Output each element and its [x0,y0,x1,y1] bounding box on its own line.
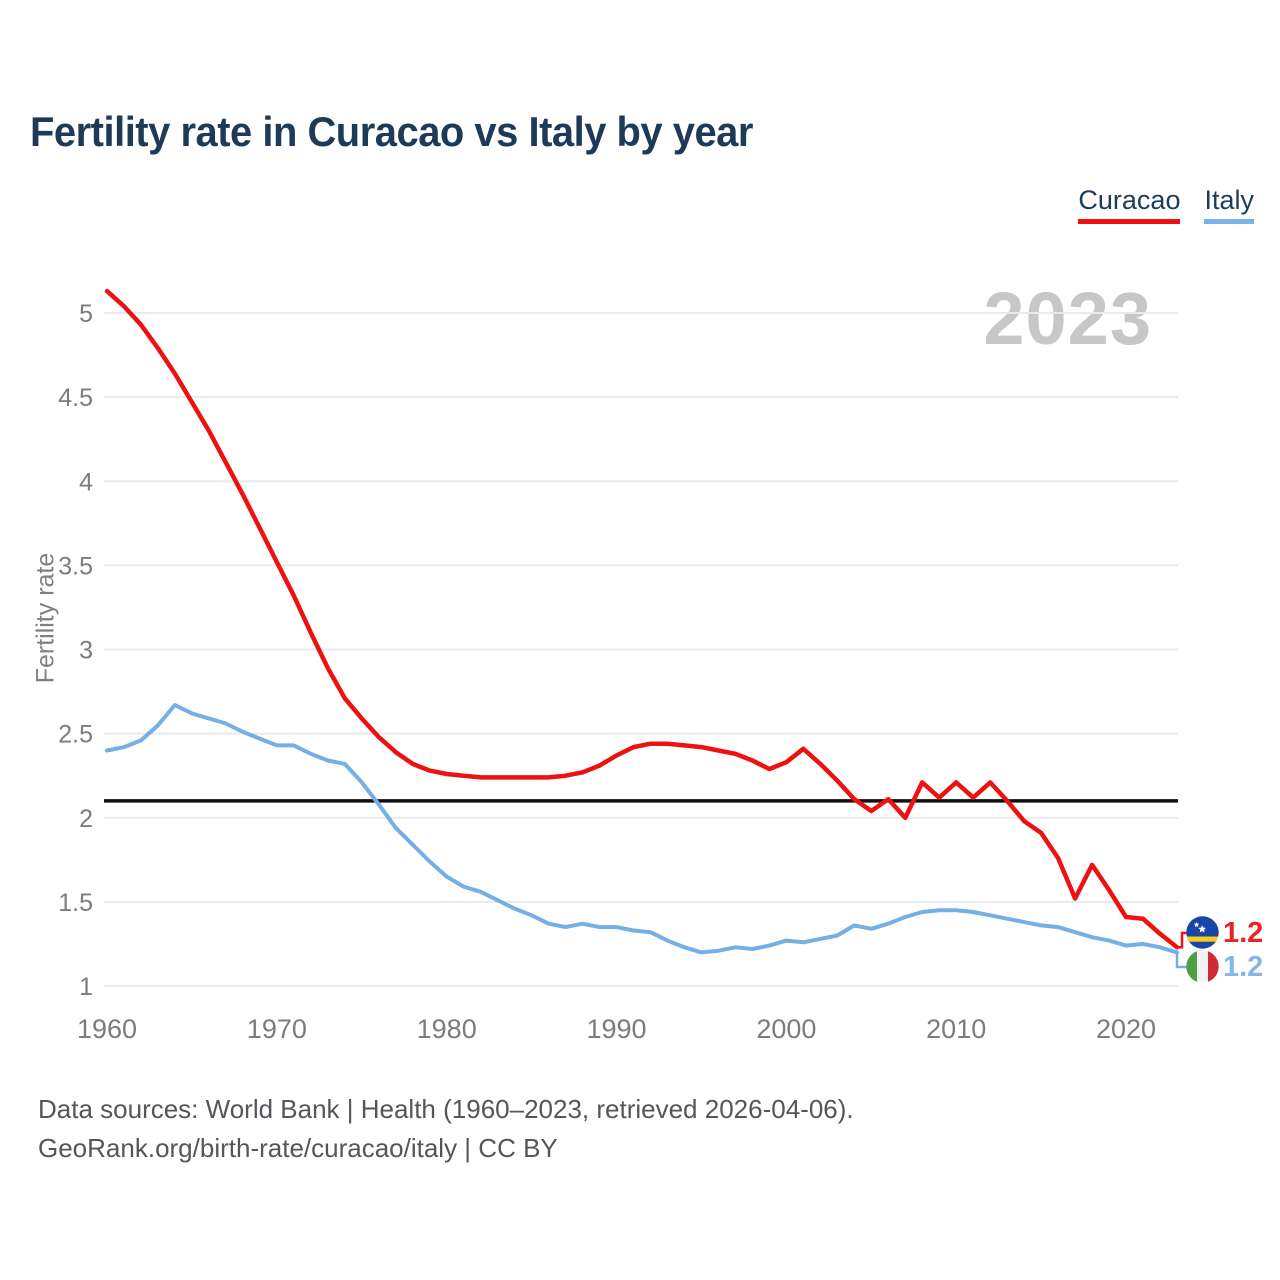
italy-flag-icon [1186,950,1219,983]
curacao-end-connector [1177,931,1187,949]
chart-title: Fertility rate in Curacao vs Italy by ye… [30,108,753,155]
legend-label-italy: Italy [1204,185,1254,215]
y-tick-label: 2.5 [58,721,93,749]
curacao-flag-icon [1186,916,1219,949]
y-tick-label: 1.5 [58,889,93,917]
watermark-year: 2023 [983,277,1152,360]
footer: Data sources: World Bank | Health (1960–… [38,1090,854,1168]
footer-data-sources: Data sources: World Bank | Health (1960–… [38,1094,854,1124]
legend: Curacao Italy [1078,185,1254,224]
y-tick-label: 3.5 [58,552,93,580]
italy-end-connector [1175,952,1187,969]
y-tick-label: 1 [79,973,93,1001]
legend-item-curacao[interactable]: Curacao [1078,185,1181,224]
x-tick-label: 1960 [77,1014,137,1044]
x-tick-label: 2020 [1096,1014,1156,1044]
curacao-end-value: 1.2 [1223,917,1264,949]
legend-label-curacao: Curacao [1078,185,1181,215]
y-tick-label: 3 [79,637,93,665]
footer-attribution-link: GeoRank.org/birth-rate/curacao/italy | C… [38,1133,558,1163]
x-tick-label: 2010 [926,1014,986,1044]
curacao-line[interactable] [104,288,1180,950]
italy-line[interactable] [105,703,1179,955]
y-tick-label: 5 [79,300,93,328]
italy-end-value: 1.2 [1223,951,1264,983]
legend-item-italy[interactable]: Italy [1204,185,1254,224]
y-axis-title: Fertility rate [31,552,60,684]
y-tick-label: 4.5 [58,384,93,412]
x-tick-label: 2000 [756,1014,816,1044]
x-tick-label: 1980 [417,1014,477,1044]
y-tick-label: 4 [79,468,93,496]
x-tick-label: 1990 [586,1014,646,1044]
x-tick-label: 1970 [247,1014,307,1044]
y-tick-label: 2 [79,805,93,833]
